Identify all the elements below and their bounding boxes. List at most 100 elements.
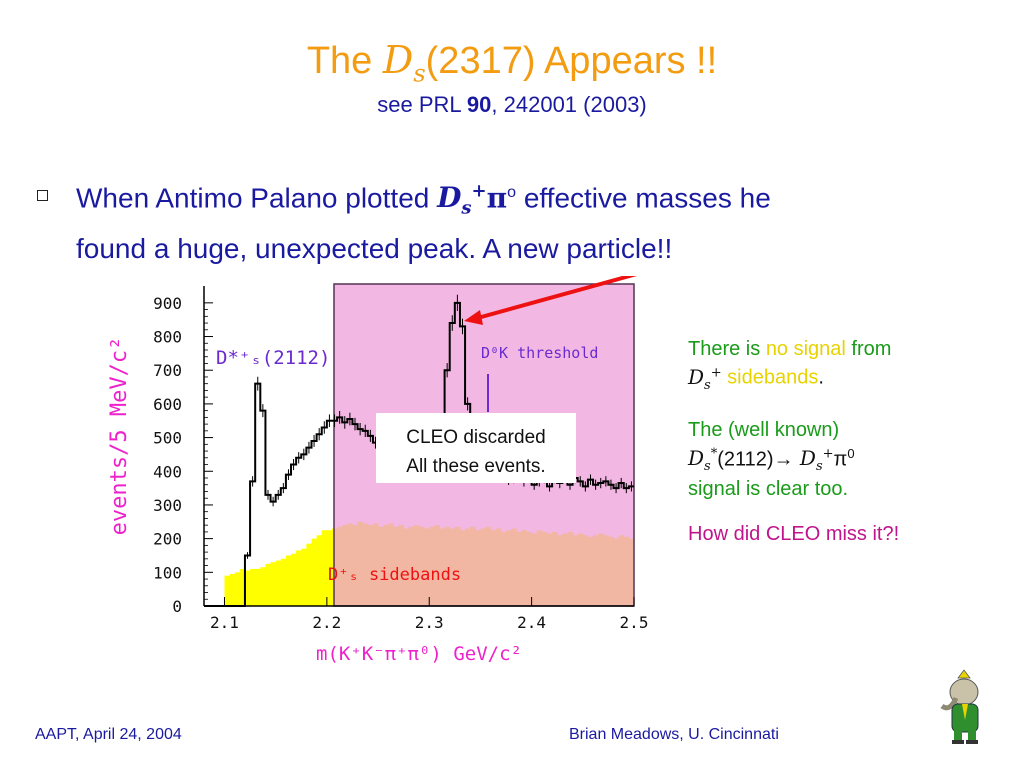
title-symbol-sub: s bbox=[413, 59, 426, 88]
note-decay-pi: π bbox=[833, 448, 848, 471]
x-tick-label: 2.3 bbox=[415, 613, 444, 632]
note-ds-sub: s bbox=[704, 377, 711, 393]
sideband-bar bbox=[270, 562, 277, 606]
arrow-shaft bbox=[473, 276, 638, 321]
title-symbol: Ds bbox=[382, 38, 426, 88]
y-tick-label: 200 bbox=[153, 530, 182, 549]
bullet-pi-sup: o bbox=[507, 184, 517, 201]
x-tick-label: 2.2 bbox=[312, 613, 341, 632]
sideband-bar bbox=[296, 550, 302, 606]
threshold-label: D⁰K threshold bbox=[481, 344, 598, 362]
note-decay-ds-star: Ds* bbox=[688, 446, 718, 475]
note-decay-sub: s bbox=[704, 459, 711, 475]
footer-right: Brian Meadows, U. Cincinnati bbox=[569, 726, 779, 743]
y-tick-label: 400 bbox=[153, 462, 182, 481]
title-prefix: The bbox=[306, 40, 383, 82]
note-ds-symbol: Ds+ bbox=[688, 364, 722, 393]
y-tick-label: 0 bbox=[172, 597, 182, 616]
note-well-known: The (well known) bbox=[688, 418, 840, 441]
y-ticks: 0 100 200 300 400 500 600 700 800 900 bbox=[153, 294, 213, 616]
note-sidebands-dot: . bbox=[818, 366, 824, 389]
sideband-bar bbox=[291, 553, 297, 606]
sideband-bar bbox=[326, 530, 333, 606]
note-decay-letter: D bbox=[688, 446, 705, 471]
sideband-bar bbox=[285, 555, 292, 606]
y-tick-label: 700 bbox=[153, 361, 182, 380]
sideband-bar bbox=[244, 570, 251, 606]
arrow-head-icon bbox=[464, 310, 483, 325]
note-no-signal: There is no signal from bbox=[688, 338, 1008, 361]
note-decay-letter2: D bbox=[799, 446, 816, 471]
note-sidebands-word: sidebands bbox=[721, 366, 819, 389]
note-no-signal-post: from bbox=[845, 338, 892, 360]
y-tick-label: 100 bbox=[153, 563, 182, 582]
y-tick-label: 900 bbox=[153, 294, 182, 313]
sideband-bar bbox=[239, 568, 246, 606]
x-tick-label: 2.1 bbox=[210, 613, 239, 632]
sideband-bar bbox=[311, 538, 318, 606]
y-tick-label: 600 bbox=[153, 395, 182, 414]
bullet-ds-sup: + bbox=[471, 181, 487, 202]
bullet-ds-symbol: Ds+ bbox=[437, 181, 487, 219]
note-decay-sup: * bbox=[710, 446, 718, 462]
sideband-bar bbox=[234, 572, 241, 606]
sideband-bar bbox=[229, 574, 236, 606]
note-how-miss: How did CLEO miss it?! bbox=[688, 523, 900, 546]
sideband-bar bbox=[275, 560, 282, 606]
note-ds-letter: D bbox=[688, 364, 705, 389]
checkbox-bullet-icon bbox=[37, 190, 48, 201]
slide-subtitle: see PRL 90, 242001 (2003) bbox=[0, 92, 1024, 118]
note-no-signal-pre: There is bbox=[688, 338, 766, 360]
y-tick-label: 800 bbox=[153, 328, 182, 347]
sideband-bar bbox=[265, 563, 272, 606]
right-notes: There is no signal from Ds+ sidebands. T… bbox=[688, 338, 1008, 546]
sideband-bar bbox=[224, 575, 231, 606]
footer-left: AAPT, April 24, 2004 bbox=[35, 726, 182, 743]
note-decay-sub2: s bbox=[815, 459, 823, 475]
title-symbol-letter: D bbox=[382, 38, 414, 82]
sidebands-label: D⁺ₛ sidebands bbox=[328, 565, 461, 585]
sideband-bar bbox=[255, 568, 261, 606]
bullet-pi: π bbox=[486, 181, 508, 215]
sideband-bar bbox=[301, 548, 307, 606]
bullet-line2: found a huge, unexpected peak. A new par… bbox=[76, 232, 673, 264]
sideband-bar bbox=[306, 543, 312, 606]
sideband-bar bbox=[250, 568, 256, 606]
callout-line2: All these events. bbox=[406, 456, 545, 477]
sideband-bar bbox=[316, 535, 323, 606]
bullet-line1-suffix: effective masses he bbox=[516, 182, 771, 214]
note-decay-sup2: + bbox=[822, 446, 834, 462]
dstar-label: D*⁺ₛ(2112) bbox=[216, 347, 330, 369]
callout-line1: CLEO discarded bbox=[406, 427, 545, 448]
sideband-bar bbox=[260, 567, 266, 606]
bullet-line1-prefix: When Antimo Palano plotted bbox=[76, 182, 438, 214]
subtitle-suffix: , 242001 (2003) bbox=[491, 92, 647, 117]
y-tick-label: 300 bbox=[153, 496, 182, 515]
y-tick-label: 500 bbox=[153, 429, 182, 448]
bullet-text: When Antimo Palano plotted Ds+πo effecti… bbox=[76, 172, 956, 269]
sideband-bar bbox=[280, 558, 287, 606]
note-no-signal-highlight: no signal bbox=[765, 338, 846, 360]
sideband-bar bbox=[321, 530, 328, 606]
note-clear-too: signal is clear too. bbox=[688, 478, 849, 501]
subtitle-prefix: see PRL bbox=[377, 92, 467, 117]
note-decay-mass: (2112) bbox=[717, 448, 774, 471]
note-decay-arrow: → bbox=[773, 448, 794, 471]
note-decay-pi-sup: 0 bbox=[847, 445, 855, 461]
subtitle-volume: 90 bbox=[466, 92, 492, 117]
bullet-ds-letter: D bbox=[437, 181, 462, 215]
slide-title: The Ds(2317) Appears !! bbox=[0, 38, 1024, 96]
title-suffix: (2317) Appears !! bbox=[425, 40, 718, 82]
y-axis-label: events/5 MeV/c² bbox=[107, 337, 132, 536]
note-decay-ds: Ds+ bbox=[794, 446, 834, 475]
note-sidebands: Ds+ sidebands. bbox=[688, 361, 1008, 397]
x-tick-label: 2.5 bbox=[620, 613, 649, 632]
x-axis-label: m(K⁺K⁻π⁺π⁰) GeV/c² bbox=[316, 643, 522, 665]
x-ticks: 2.1 2.2 2.3 2.4 2.5 bbox=[210, 597, 648, 632]
babar-elephant-icon bbox=[940, 669, 979, 744]
note-decay: Ds*(2112)→ Ds+π0 bbox=[688, 442, 1008, 479]
x-tick-label: 2.4 bbox=[517, 613, 546, 632]
bullet-ds-sub: s bbox=[461, 197, 472, 219]
note-ds-sup: + bbox=[710, 365, 722, 380]
